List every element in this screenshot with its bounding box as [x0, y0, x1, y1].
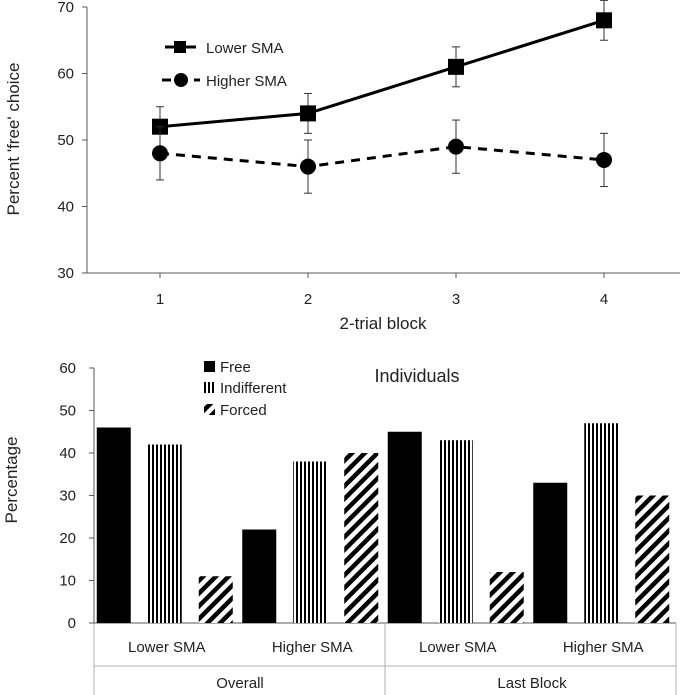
category-label-0: Lower SMA [128, 639, 206, 656]
line-chart-legend: Lower SMA Higher SMA [162, 40, 287, 90]
series-line-lower-sma [159, 18, 605, 129]
group-label-last-block: Last Block [497, 675, 567, 692]
data-point-higher-sma-2 [300, 158, 316, 175]
bar-chart-category-labels: Lower SMA Higher SMA Lower SMA Higher SMA [128, 639, 644, 656]
group-label-overall: Overall [216, 675, 264, 692]
legend-label-indifferent: Indifferent [220, 380, 287, 397]
legend-item-indifferent: Indifferent [204, 380, 287, 397]
data-point-lower-sma-3 [448, 58, 464, 75]
x-tick-label-2: 2 [304, 291, 312, 308]
bar-chart-title: Individuals [374, 366, 459, 386]
category-label-2: Lower SMA [419, 639, 497, 656]
line-chart-y-ticks: 30 40 50 60 70 [57, 0, 87, 282]
y-tick-label-10: 10 [59, 573, 76, 590]
bar-indifferent-2 [438, 440, 473, 623]
line-chart-y-axis-title: Percent 'free' choice [4, 63, 23, 216]
bar-indifferent-3 [584, 423, 619, 623]
bar-indifferent-1 [293, 461, 328, 623]
y-tick-label-60: 60 [59, 360, 76, 377]
bar-forced-3 [635, 495, 670, 623]
bar-chart-y-axis-title: Percentage [2, 437, 21, 524]
bar-chart-y-ticks: 0 10 20 30 40 50 60 [59, 360, 94, 632]
bar-free-3 [533, 482, 568, 623]
legend-label-lower-sma: Lower SMA [206, 40, 284, 57]
data-point-lower-sma-2 [300, 105, 316, 122]
bar-forced-1 [344, 453, 379, 623]
x-tick-label-4: 4 [600, 291, 608, 308]
y-tick-label-50: 50 [59, 403, 76, 420]
data-point-lower-sma-4 [596, 12, 612, 29]
line-chart-x-ticks: 1 2 3 4 [156, 273, 608, 308]
bar-free-2 [387, 431, 422, 623]
bar-free-0 [96, 427, 131, 623]
legend-item-lower-sma: Lower SMA [165, 40, 284, 57]
y-tick-label-40: 40 [59, 445, 76, 462]
legend-label-free: Free [220, 359, 251, 376]
legend-item-forced: Forced [204, 402, 267, 419]
series-line-higher-sma [159, 145, 605, 169]
legend-item-free: Free [204, 359, 251, 376]
line-chart-series [152, 0, 612, 194]
bar-chart-legend: Free Indifferent Forced [204, 359, 287, 419]
legend-marker-circle [174, 73, 188, 87]
data-point-higher-sma-1 [152, 145, 168, 162]
category-label-1: Higher SMA [272, 639, 353, 656]
legend-swatch-free [204, 361, 215, 372]
bar-chart-bars [96, 423, 670, 623]
bar-forced-0 [198, 576, 233, 623]
y-tick-label-50: 50 [57, 132, 74, 149]
y-tick-label-60: 60 [57, 66, 74, 83]
bar-indifferent-0 [147, 444, 182, 623]
data-point-higher-sma-4 [596, 151, 612, 168]
line-chart: 30 40 50 60 70 1 2 3 4 2-trial block Percent 'f… [4, 0, 680, 333]
legend-item-higher-sma: Higher SMA [162, 73, 287, 90]
y-tick-label-30: 30 [59, 488, 76, 505]
legend-marker-square [174, 41, 186, 53]
line-chart-x-axis-title: 2-trial block [340, 314, 427, 333]
legend-swatch-indifferent [204, 382, 215, 393]
x-tick-label-1: 1 [156, 291, 164, 308]
legend-label-forced: Forced [220, 402, 267, 419]
legend-label-higher-sma: Higher SMA [206, 73, 287, 90]
y-tick-label-70: 70 [57, 0, 74, 16]
y-tick-label-30: 30 [57, 265, 74, 282]
y-tick-label-20: 20 [59, 530, 76, 547]
x-tick-label-3: 3 [452, 291, 460, 308]
bar-forced-2 [489, 572, 524, 623]
bar-free-1 [242, 529, 277, 623]
y-tick-label-0: 0 [68, 615, 76, 632]
category-label-3: Higher SMA [563, 639, 644, 656]
data-point-higher-sma-3 [448, 138, 464, 155]
legend-swatch-forced [204, 404, 215, 415]
y-tick-label-40: 40 [57, 199, 74, 216]
